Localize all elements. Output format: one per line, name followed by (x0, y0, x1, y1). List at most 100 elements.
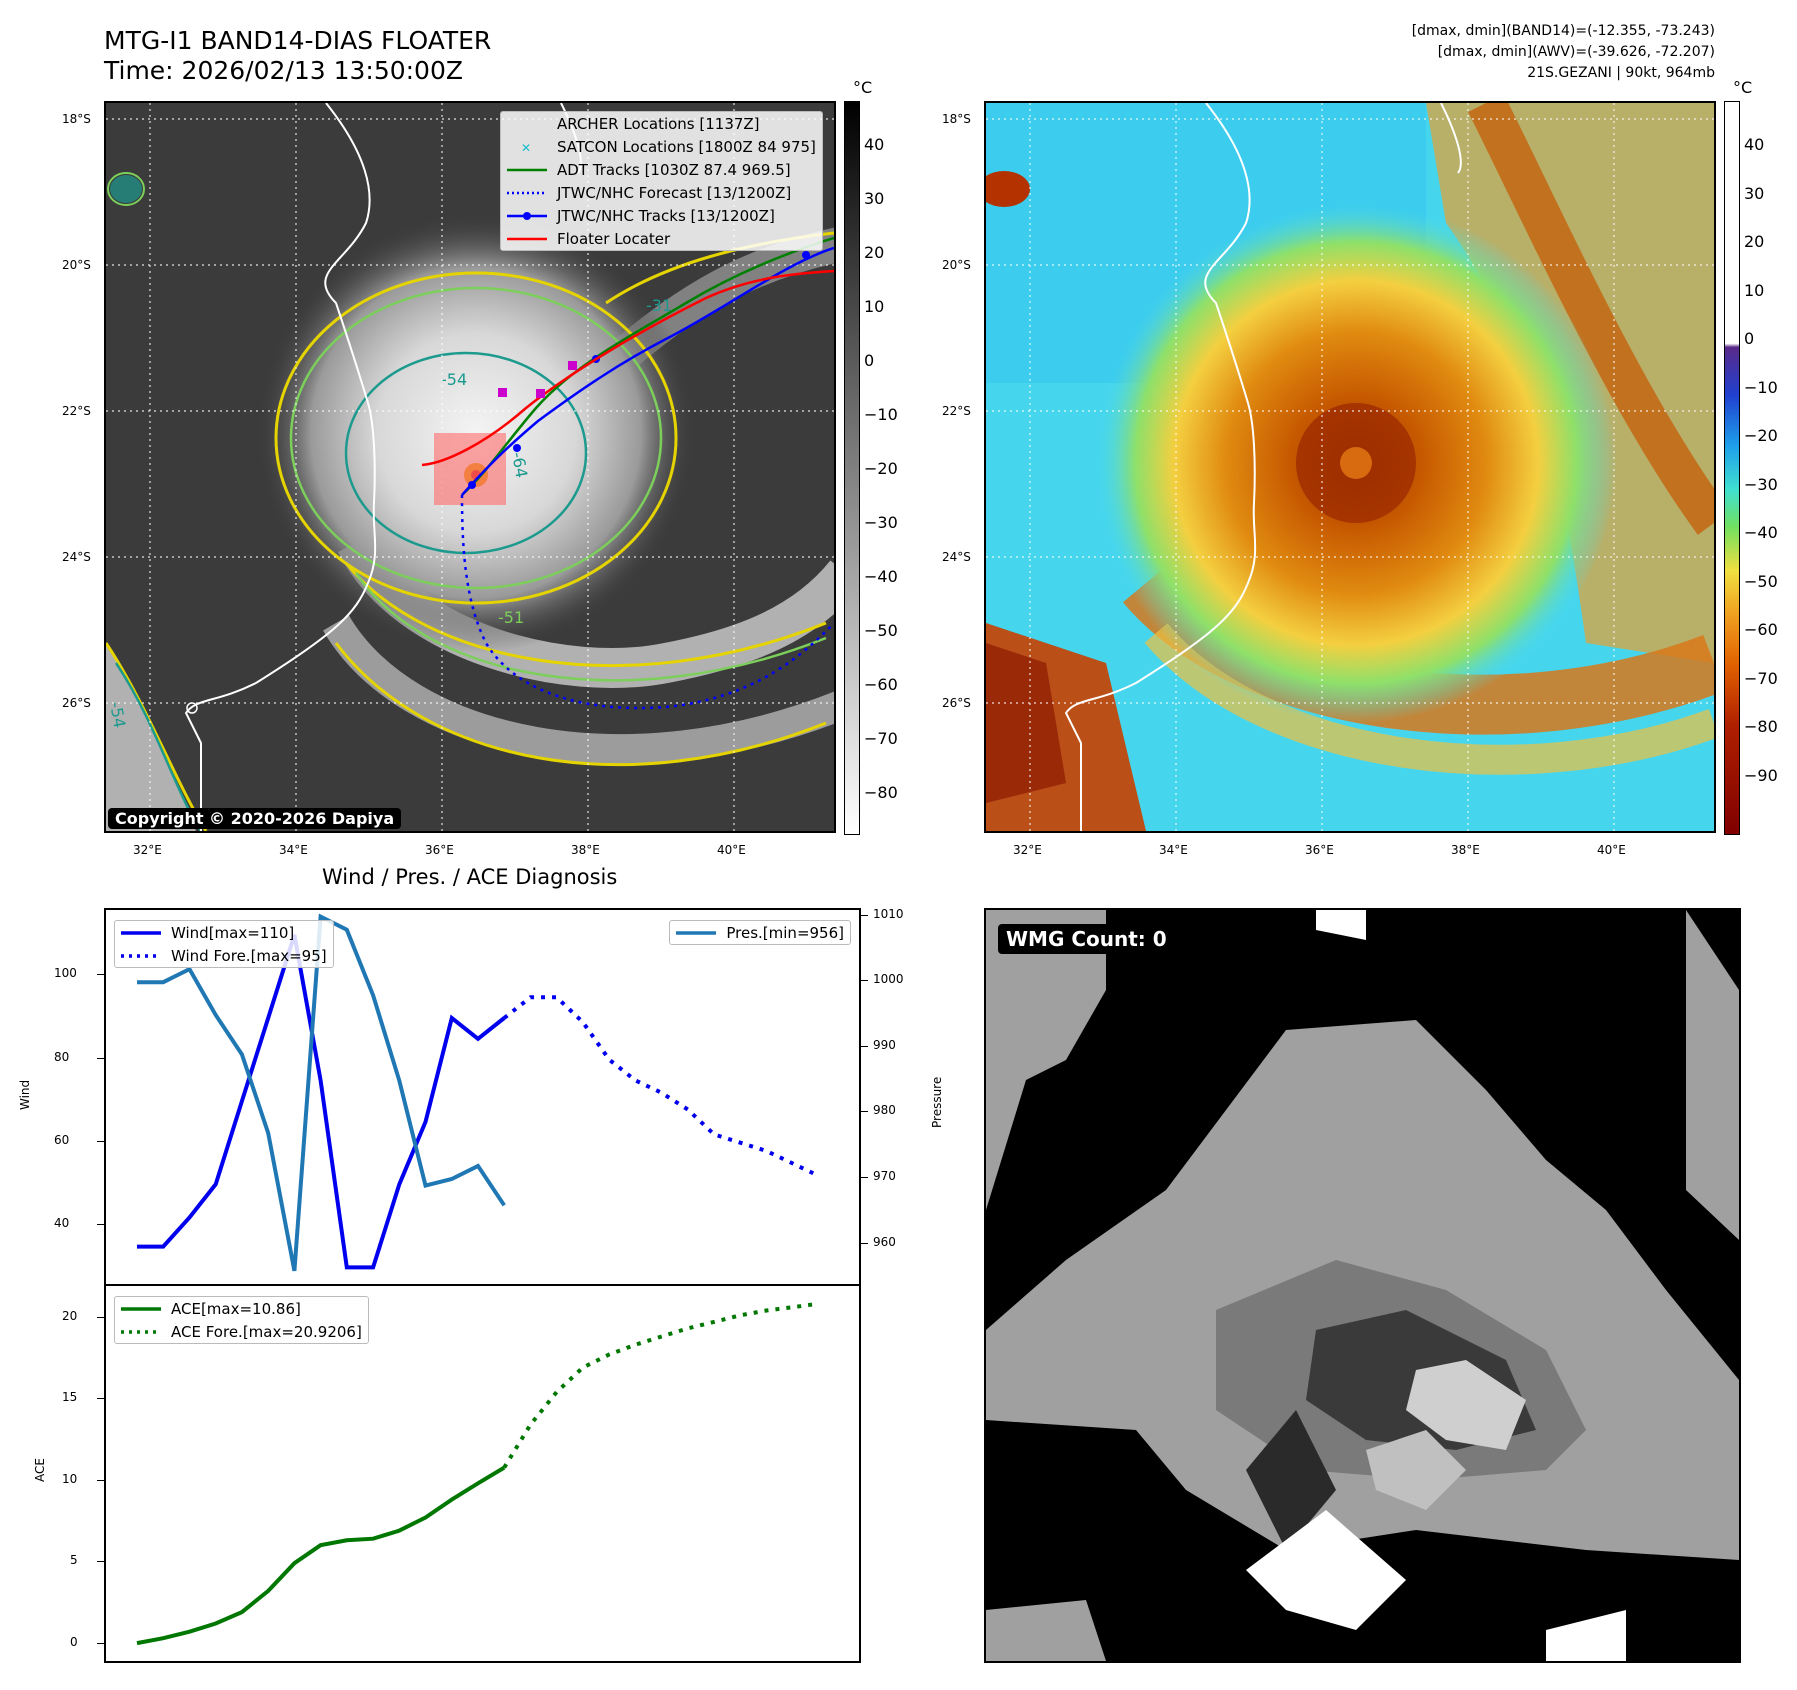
lat-tick-label: 26°S (942, 696, 971, 710)
legend-item-wind: Wind[max=110] (121, 923, 295, 942)
dmax-band14: [dmax, dmin](BAND14)=(-12.355, -73.243) (1411, 23, 1715, 39)
colorbar-tick-label: −30 (1744, 474, 1778, 494)
legend-item-jtwc-forecast: JTWC/NHC Forecast [13/1200Z] (507, 183, 792, 202)
lon-tick-label: 40°E (717, 843, 746, 857)
colorbar-tick-label: 20 (1744, 232, 1765, 251)
map-gridlines (986, 103, 1714, 831)
colorbar-tick-label: −60 (864, 675, 898, 694)
ytick-mark (97, 1642, 104, 1644)
wmg-svg (986, 910, 1739, 1661)
colorbar-tick-label: 30 (864, 189, 885, 208)
legend-item-adt: ADT Tracks [1030Z 87.4 969.5] (507, 160, 791, 179)
lat-tick-label: 22°S (62, 404, 91, 418)
archer-marker (536, 389, 545, 398)
pressure-ytick-label: 970 (873, 1169, 896, 1184)
pressure-ytick-label: 980 (873, 1103, 896, 1118)
colorbar-tick-label: −30 (864, 513, 898, 532)
pressure-legend: Pres.[min=956] (669, 920, 851, 945)
pressure-axis-label: Pressure (930, 1076, 944, 1128)
legend-item-archer: ARCHER Locations [1137Z] (501, 112, 822, 135)
ace-ytick-label: 20 (62, 1308, 78, 1323)
color-colorbar-unit: °C (1733, 78, 1753, 97)
series-line (136, 1465, 506, 1646)
legend-item-wind-forecast: Wind Fore.[max=95] (121, 946, 327, 965)
series-line (502, 1301, 820, 1469)
ytick-mark (861, 1177, 868, 1179)
ytick-mark (97, 974, 104, 976)
ir-map-panel: -54 -64 -51 -31 -54 ARCHER Locations [11… (104, 101, 836, 833)
storm-info: 21S.GEZANI | 90kt, 964mb (1527, 65, 1715, 81)
contour-label: -64 (508, 450, 531, 479)
colorbar-tick-label: −40 (1744, 523, 1778, 542)
lat-tick-label: 18°S (942, 112, 971, 126)
colorbar-tick-label: 40 (1744, 135, 1765, 154)
lat-tick-label: 18°S (62, 112, 91, 126)
colorbar-tick-label: −50 (1744, 571, 1778, 591)
wind-axis-label: Wind (18, 1079, 32, 1110)
ace-ytick-label: 15 (62, 1390, 78, 1405)
colorbar-tick-label: −70 (864, 729, 898, 748)
pressure-ytick-label: 960 (873, 1234, 896, 1249)
lat-tick-label: 20°S (942, 258, 971, 272)
archer-marker (498, 388, 507, 397)
contour-teal (344, 351, 588, 555)
ytick-mark (97, 1398, 104, 1400)
ytick-mark (97, 1223, 104, 1225)
colorbar-tick-label: −20 (864, 459, 898, 478)
ace-legend: ACE[max=10.86] ACE Fore.[max=20.9206] (114, 1296, 369, 1344)
colorbar-tick-label: 0 (1744, 329, 1755, 348)
ytick-mark (861, 914, 868, 916)
colorbar-tick-label: 0 (864, 351, 875, 370)
pressure-ytick-label: 1000 (873, 972, 904, 987)
figure-title: MTG-I1 BAND14-DIAS FLOATER (104, 26, 492, 55)
colorbar-tick-label: −20 (1744, 426, 1778, 445)
ir-legend: ARCHER Locations [1137Z] ✕ SATCON Locatio… (500, 111, 823, 251)
legend-item-satcon: ✕ SATCON Locations [1800Z 84 975] (521, 137, 816, 156)
ytick-mark (97, 1316, 104, 1318)
legend-item-jtwc-tracks: JTWC/NHC Tracks [13/1200Z] (501, 204, 822, 227)
ytick-mark (861, 1242, 868, 1244)
pressure-ytick-label: 990 (873, 1037, 896, 1052)
colorbar-tick-label: −70 (1744, 668, 1778, 688)
ytick-mark (861, 980, 868, 982)
pressure-ytick-label: 1010 (873, 906, 904, 921)
contour-green (289, 286, 663, 590)
dmax-awv: [dmax, dmin](AWV)=(-39.626, -72.207) (1437, 44, 1715, 60)
colorbar-tick-label: 30 (1744, 183, 1765, 203)
gray-colorbar-unit: °C (853, 78, 873, 97)
ace-axis-label: ACE (33, 1458, 47, 1482)
colorbar-tick-label: −90 (1744, 765, 1778, 785)
colorbar-tick-label: 10 (864, 297, 885, 316)
lon-tick-label: 34°E (1159, 843, 1188, 857)
adt-track (461, 236, 834, 496)
lat-tick-label: 26°S (62, 696, 91, 710)
wind-ytick-label: 60 (54, 1132, 70, 1147)
series-line (137, 913, 506, 1272)
copyright-badge: Copyright © 2020-2026 Dapiya (108, 808, 402, 829)
archer-marker (568, 361, 577, 370)
contour-label: -31 (646, 296, 672, 315)
wind-ytick-label: 100 (54, 966, 77, 981)
lat-tick-label: 20°S (62, 258, 91, 272)
legend-item-ace-forecast: ACE Fore.[max=20.9206] (121, 1322, 362, 1341)
contour-label: -51 (498, 608, 524, 627)
ace-ytick-label: 5 (70, 1553, 78, 1568)
floater-locater-track (421, 269, 834, 467)
ytick-mark (97, 1479, 104, 1481)
lon-tick-label: 34°E (279, 843, 308, 857)
lon-tick-label: 32°E (133, 843, 162, 857)
series-line (137, 934, 506, 1270)
lon-tick-label: 32°E (1013, 843, 1042, 857)
wind-ytick-label: 80 (54, 1049, 70, 1064)
wind-pressure-chart: Wind[max=110] Wind Fore.[max=95] Pres.[m… (104, 908, 861, 1286)
coastline (1064, 103, 1257, 831)
diagnosis-title: Wind / Pres. / ACE Diagnosis (322, 865, 618, 889)
lon-tick-label: 40°E (1597, 843, 1626, 857)
legend-item-ace: ACE[max=10.86] (121, 1299, 301, 1318)
wmg-panel: WMG Count: 0 (984, 908, 1741, 1663)
wind-pressure-plot (137, 913, 820, 1272)
colorbar-tick-label: 20 (864, 243, 885, 262)
color-map-panel (984, 101, 1716, 833)
color-colorbar (1724, 101, 1740, 835)
figure-time: Time: 2026/02/13 13:50:00Z (104, 56, 463, 85)
